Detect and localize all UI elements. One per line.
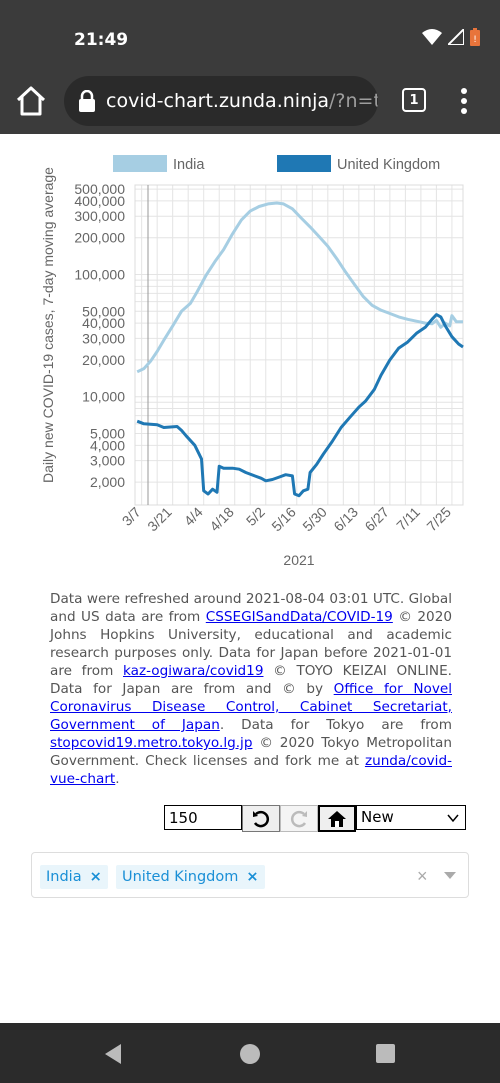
dropdown-caret-icon[interactable] (444, 872, 456, 879)
wifi-icon (422, 29, 442, 45)
legend-swatch (113, 155, 167, 172)
data-sources-info: Data were refreshed around 2021-08-04 03… (50, 590, 452, 788)
x-tick-label: 5/2 (243, 504, 268, 529)
y-tick-label: 300,000 (74, 208, 125, 224)
y-tick-label: 500,000 (74, 181, 125, 197)
info-text-4: . Data for Tokyo are from (219, 717, 452, 733)
link-japan-gov[interactable]: Office for Novel Coronavirus Disease Con… (50, 681, 452, 733)
country-tag-label: United Kingdom (122, 869, 239, 885)
svg-text:!: ! (473, 35, 477, 45)
y-tick-label: 400,000 (74, 193, 125, 209)
info-text-2: © 2020 Johns Hopkins University, educati… (50, 609, 452, 679)
tab-count: 1 (409, 92, 419, 108)
plot-frame (134, 184, 464, 506)
home-reset-icon (328, 810, 346, 827)
info-text-6: . (115, 771, 120, 787)
y-tick-label: 20,000 (82, 352, 125, 368)
link-kaz-ogiwara[interactable]: kaz-ogiwara/covid19 (123, 663, 264, 679)
home-icon[interactable] (14, 84, 48, 118)
x-tick-label: 7/11 (393, 504, 423, 534)
y-tick-label: 5,000 (90, 426, 125, 442)
undo-icon (253, 810, 270, 827)
more-menu-icon[interactable] (456, 86, 472, 116)
info-text-1: Data were refreshed around 2021-08-04 03… (50, 591, 452, 625)
country-tag-india: India × (40, 865, 108, 889)
x-tick-label: 6/13 (330, 504, 361, 535)
mode-select[interactable]: New (356, 805, 466, 830)
recents-icon[interactable] (376, 1044, 395, 1063)
url-bar[interactable]: covid-chart.zunda.ninja/?n=t& (64, 76, 378, 126)
x-axis-title: 2021 (283, 552, 314, 568)
legend-label: India (173, 157, 205, 173)
y-tick-label: 50,000 (82, 303, 125, 319)
link-cssegis[interactable]: CSSEGISandData/COVID-19 (205, 609, 393, 625)
url-host: covid-chart.zunda.ninja (106, 90, 330, 112)
legend-swatch (277, 155, 331, 172)
signal-icon (448, 29, 464, 45)
covid-chart: 500,000 400,000 300,000 200,000 100,000 50,00… (0, 140, 500, 580)
y-tick-label: 200,000 (74, 230, 125, 246)
y-tick-label: 40,000 (82, 315, 125, 331)
clear-all-icon[interactable]: × (417, 866, 428, 886)
remove-tag-icon[interactable]: × (89, 869, 102, 885)
remove-tag-icon[interactable]: × (246, 869, 259, 885)
x-tick-label: 6/27 (361, 504, 392, 535)
x-tick-label: 5/30 (299, 504, 330, 535)
y-tick-label: 3,000 (90, 453, 125, 469)
back-icon[interactable] (103, 1043, 123, 1065)
days-input[interactable] (164, 805, 242, 830)
x-tick-label: 3/21 (144, 504, 175, 535)
x-tick-label: 4/18 (206, 504, 237, 535)
legend-label: United Kingdom (337, 157, 440, 173)
status-time: 21:49 (74, 30, 129, 50)
redo-icon (290, 810, 307, 827)
android-nav-bar (0, 1023, 500, 1083)
x-tick-label: 7/25 (423, 504, 454, 535)
link-stopcovid19[interactable]: stopcovid19.metro.tokyo.lg.jp (50, 735, 253, 751)
lock-icon (79, 90, 95, 112)
y-tick-label: 100,000 (74, 267, 125, 283)
country-multiselect[interactable]: India × United Kingdom × × (31, 852, 469, 898)
tab-switcher-button[interactable]: 1 (402, 88, 426, 112)
y-tick-label: 10,000 (82, 389, 125, 405)
url-path: /?n=t& (329, 90, 378, 112)
battery-icon: ! (470, 28, 480, 46)
country-tag-united-kingdom: United Kingdom × (116, 865, 265, 889)
chevron-down-icon (447, 814, 459, 823)
y-axis-title: Daily new COVID-19 cases, 7-day moving a… (40, 167, 56, 483)
x-tick-label: 4/4 (181, 504, 206, 529)
undo-button[interactable] (242, 805, 280, 832)
redo-button[interactable] (280, 805, 318, 832)
country-tag-label: India (46, 869, 82, 885)
home-circle-icon[interactable] (238, 1042, 262, 1066)
link-github-repo[interactable]: zunda/covid-vue-chart (50, 753, 452, 787)
mode-select-value: New (361, 808, 394, 826)
status-icons: ! (422, 28, 480, 46)
series-line-india (136, 201, 463, 374)
y-tick-label: 30,000 (82, 330, 125, 346)
chart-controls: New (164, 805, 466, 832)
info-text-5: © 2020 Tokyo Metropolitan Government. Ch… (50, 735, 452, 769)
x-tick-label: 3/7 (119, 504, 144, 529)
y-tick-label: 2,000 (90, 474, 125, 490)
series-line-united-kingdom (136, 313, 464, 498)
y-tick-label: 4,000 (90, 437, 125, 453)
browser-toolbar: covid-chart.zunda.ninja/?n=t& 1 (0, 64, 500, 134)
info-text-3: © TOYO KEIZAI ONLINE. Data for Japan are… (50, 663, 452, 697)
x-tick-label: 5/16 (268, 504, 299, 535)
reset-home-button[interactable] (318, 805, 356, 832)
